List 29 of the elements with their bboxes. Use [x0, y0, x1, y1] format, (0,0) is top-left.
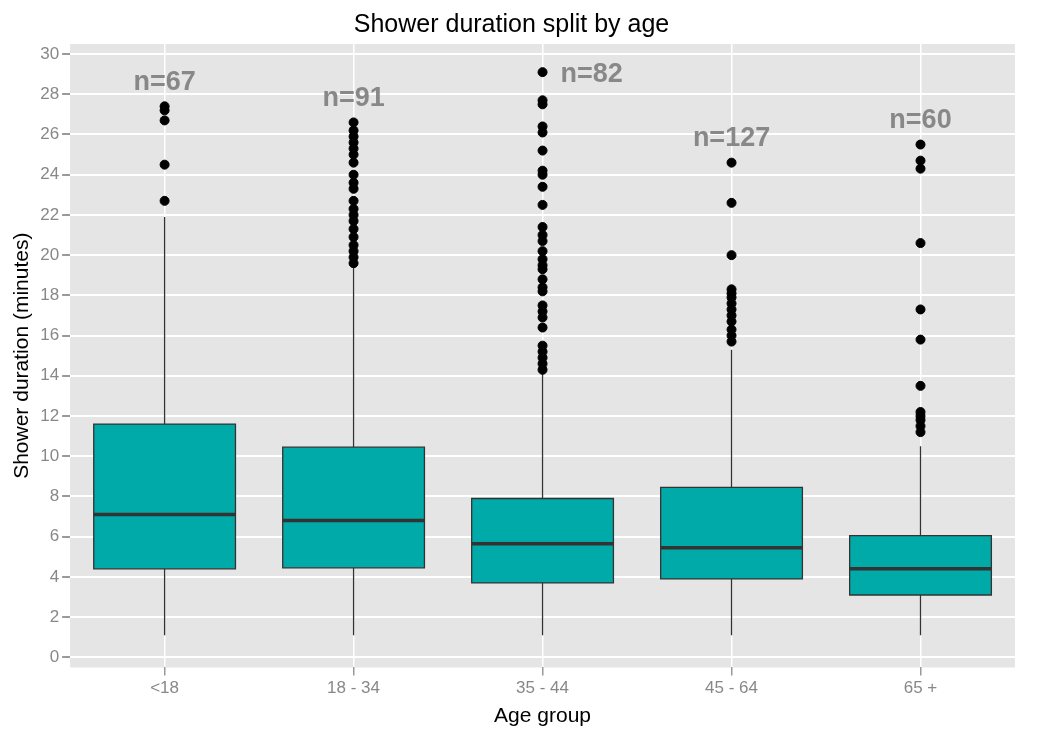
y-tick-label: 24 — [40, 164, 60, 184]
y-tick-label: 8 — [49, 486, 60, 506]
y-tick-label: 14 — [40, 365, 60, 385]
y-tick-label: 30 — [40, 43, 60, 63]
x-axis-title: Age group — [494, 703, 592, 727]
y-axis-title: Shower duration (minutes) — [9, 232, 33, 479]
y-tick-label: 28 — [40, 83, 60, 103]
y-tick-label: 10 — [40, 445, 60, 465]
annotation: n=60 — [889, 104, 952, 134]
y-tick-label: 0 — [49, 647, 60, 667]
y-tick-label: 26 — [40, 124, 60, 144]
y-tick-label: 6 — [49, 526, 60, 546]
annotation: n=67 — [133, 65, 196, 96]
y-tick-label: 20 — [40, 244, 60, 264]
y-tick-label: 4 — [49, 566, 60, 586]
x-tick-label: <18 — [150, 678, 180, 698]
x-tick-label: 45 - 64 — [705, 678, 758, 698]
x-tick-label: 18 - 34 — [327, 678, 381, 698]
annotation: n=82 — [560, 57, 623, 88]
annotation: n=91 — [322, 81, 385, 112]
y-tick-label: 16 — [40, 325, 60, 345]
y-tick-label: 18 — [40, 285, 60, 305]
y-tick-label: 12 — [40, 405, 60, 425]
annotation: n=127 — [692, 122, 771, 153]
x-tick-label: 65 + — [903, 678, 938, 698]
chart-title: Shower duration split by age — [353, 8, 670, 37]
x-tick-label: 35 - 44 — [516, 678, 570, 698]
y-tick-label: 22 — [40, 204, 60, 224]
y-tick-label: 2 — [49, 606, 60, 626]
